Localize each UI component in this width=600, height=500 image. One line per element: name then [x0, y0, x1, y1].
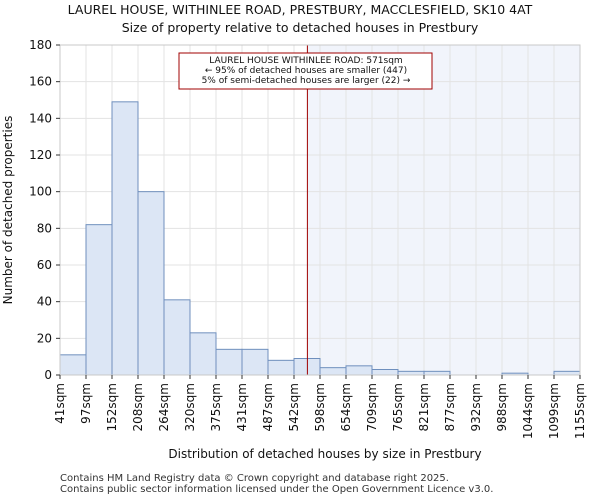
x-tick-label: 208sqm — [131, 383, 145, 431]
x-tick-label: 375sqm — [209, 383, 223, 431]
x-tick-label: 431sqm — [235, 383, 249, 431]
x-axis: 41sqm 97sqm 152sqm 208sqm 264sqm 320sqm 375sqm… — [53, 375, 587, 439]
x-tick-label: 41sqm — [53, 383, 67, 424]
bar — [423, 370, 451, 376]
bar — [371, 369, 399, 376]
y-tick-label: 0 — [44, 368, 52, 382]
bar — [111, 101, 139, 376]
x-tick-label: 264sqm — [157, 383, 171, 431]
y-tick-label: 180 — [29, 38, 52, 52]
bar — [345, 365, 373, 376]
bar — [85, 224, 113, 376]
x-tick-label: 709sqm — [365, 383, 379, 431]
annotation-line-1: LAUREL HOUSE WITHINLEE ROAD: 571sqm — [209, 56, 402, 66]
y-tick-label: 140 — [29, 111, 52, 125]
x-tick-label: 320sqm — [183, 383, 197, 431]
bar — [59, 354, 87, 376]
annotation-frame — [178, 52, 433, 90]
x-tick-label: 1044sqm — [521, 383, 535, 439]
y-tick-label: 20 — [37, 331, 52, 345]
x-tick-label: 542sqm — [287, 383, 301, 431]
bar — [397, 370, 425, 376]
annotation-line-2: ← 95% of detached houses are smaller (44… — [205, 66, 407, 76]
bar — [267, 359, 295, 376]
bar — [319, 367, 347, 376]
larger-than-property-region — [307, 45, 580, 375]
bars — [59, 101, 581, 376]
x-tick-label: 1099sqm — [547, 383, 561, 439]
x-tick-label: 877sqm — [443, 383, 457, 431]
annotation-line-3: 5% of semi-detached houses are larger (2… — [202, 76, 411, 86]
y-tick-label: 60 — [37, 258, 52, 272]
bar — [241, 348, 269, 376]
x-tick-label: 821sqm — [417, 383, 431, 431]
y-tick-label: 100 — [29, 185, 52, 199]
x-tick-label: 765sqm — [391, 383, 405, 431]
y-tick-label: 80 — [37, 221, 52, 235]
chart-title: LAUREL HOUSE, WITHINLEE ROAD, PRESTBURY,… — [68, 2, 533, 17]
x-tick-label: 152sqm — [105, 383, 119, 431]
bar — [215, 348, 243, 376]
y-tick-label: 40 — [37, 295, 52, 309]
x-tick-label: 654sqm — [339, 383, 353, 431]
bar — [189, 332, 217, 376]
y-axis: 0 20 40 60 80 100 120 140 160 180 — [29, 38, 60, 382]
x-tick-label: 1155sqm — [573, 383, 587, 439]
bar — [137, 191, 165, 376]
y-tick-label: 120 — [29, 148, 52, 162]
x-tick-label: 598sqm — [313, 383, 327, 431]
x-tick-label: 487sqm — [261, 383, 275, 431]
annotation-box: LAUREL HOUSE WITHINLEE ROAD: 571sqm ← 95… — [178, 52, 433, 90]
y-tick-label: 160 — [29, 75, 52, 89]
x-axis-label: Distribution of detached houses by size … — [168, 447, 481, 461]
footer-line-1: Contains HM Land Registry data © Crown c… — [60, 473, 449, 484]
y-axis-label: Number of detached properties — [1, 116, 15, 305]
x-tick-label: 932sqm — [469, 383, 483, 431]
chart-subtitle: Size of property relative to detached ho… — [122, 20, 479, 35]
x-tick-label: 988sqm — [495, 383, 509, 431]
footer-line-2: Contains public sector information licen… — [60, 484, 494, 495]
x-tick-label: 97sqm — [79, 383, 93, 424]
bar — [163, 299, 191, 376]
bar — [553, 370, 581, 376]
